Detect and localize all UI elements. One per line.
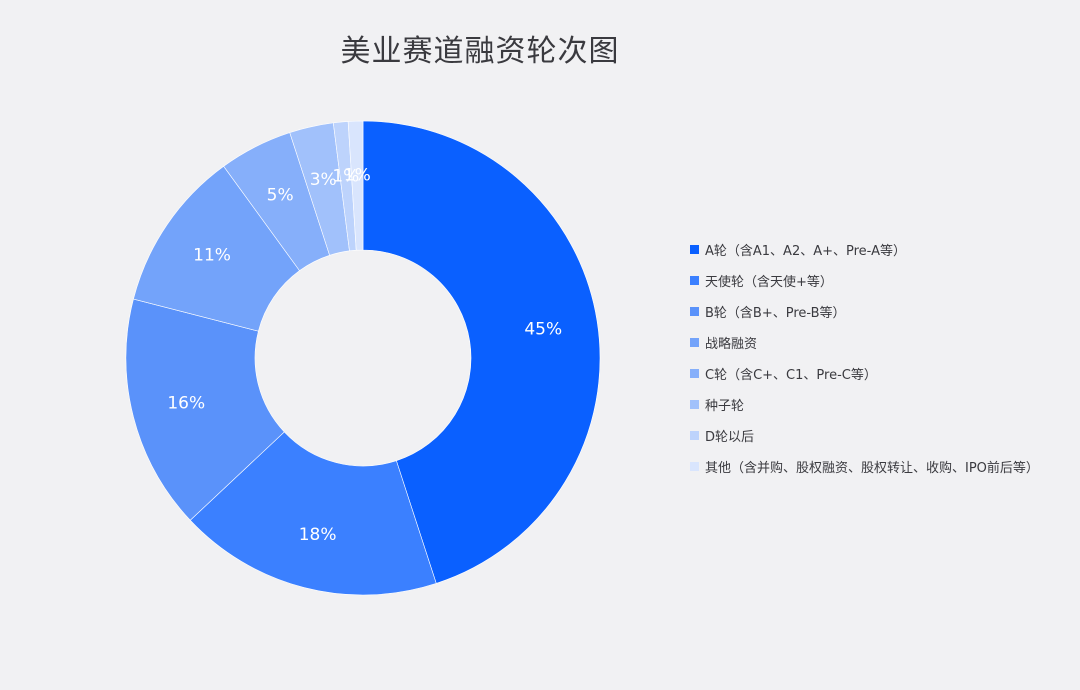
legend-swatch bbox=[690, 431, 699, 440]
donut-slice-1 bbox=[362, 120, 601, 584]
legend-item-2: 天使轮（含天使+等） bbox=[690, 265, 1039, 296]
slice-label-7: 1% bbox=[332, 166, 359, 186]
donut-slice-3 bbox=[125, 298, 285, 521]
chart-legend: A轮（含A1、A2、A+、Pre-A等） 天使轮（含天使+等） B轮（含B+、Pre… bbox=[690, 234, 1039, 482]
legend-label: D轮以后 bbox=[705, 430, 755, 445]
legend-label: B轮（含B+、Pre-B等） bbox=[705, 306, 846, 321]
legend-label: 天使轮（含天使+等） bbox=[705, 275, 833, 290]
legend-label: 战略融资 bbox=[705, 337, 758, 352]
legend-item-7: D轮以后 bbox=[690, 420, 1039, 451]
legend-swatch bbox=[690, 369, 699, 378]
slice-label-2: 18% bbox=[299, 525, 337, 545]
slice-label-1: 45% bbox=[524, 319, 562, 339]
legend-label: 种子轮 bbox=[705, 399, 745, 414]
legend-label: 其他（含并购、股权融资、股权转让、收购、IPO前后等） bbox=[705, 461, 1039, 476]
legend-item-6: 种子轮 bbox=[690, 389, 1039, 420]
slice-label-4: 11% bbox=[193, 245, 231, 265]
legend-label: C轮（含C+、C1、Pre-C等） bbox=[705, 368, 877, 383]
legend-label: A轮（含A1、A2、A+、Pre-A等） bbox=[705, 244, 906, 259]
legend-swatch bbox=[690, 245, 699, 254]
legend-swatch bbox=[690, 338, 699, 347]
donut-slice-2 bbox=[189, 431, 437, 596]
donut-slices bbox=[125, 120, 601, 596]
legend-item-1: A轮（含A1、A2、A+、Pre-A等） bbox=[690, 234, 1039, 265]
legend-item-4: 战略融资 bbox=[690, 327, 1039, 358]
donut-slice-8 bbox=[347, 120, 364, 251]
slice-label-3: 16% bbox=[167, 393, 205, 413]
slice-label-6: 3% bbox=[310, 170, 337, 190]
legend-swatch bbox=[690, 276, 699, 285]
slice-label-8: 1% bbox=[344, 166, 371, 186]
legend-item-5: C轮（含C+、C1、Pre-C等） bbox=[690, 358, 1039, 389]
slice-label-5: 5% bbox=[267, 185, 294, 205]
chart-title: 美业赛道融资轮次图 bbox=[340, 34, 620, 69]
legend-swatch bbox=[690, 307, 699, 316]
legend-item-8: 其他（含并购、股权融资、股权转让、收购、IPO前后等） bbox=[690, 451, 1039, 482]
legend-swatch bbox=[690, 400, 699, 409]
donut-slice-labels: 45%18%16%11%5%3%1%1% bbox=[167, 166, 562, 545]
legend-item-3: B轮（含B+、Pre-B等） bbox=[690, 296, 1039, 327]
legend-swatch bbox=[690, 462, 699, 471]
